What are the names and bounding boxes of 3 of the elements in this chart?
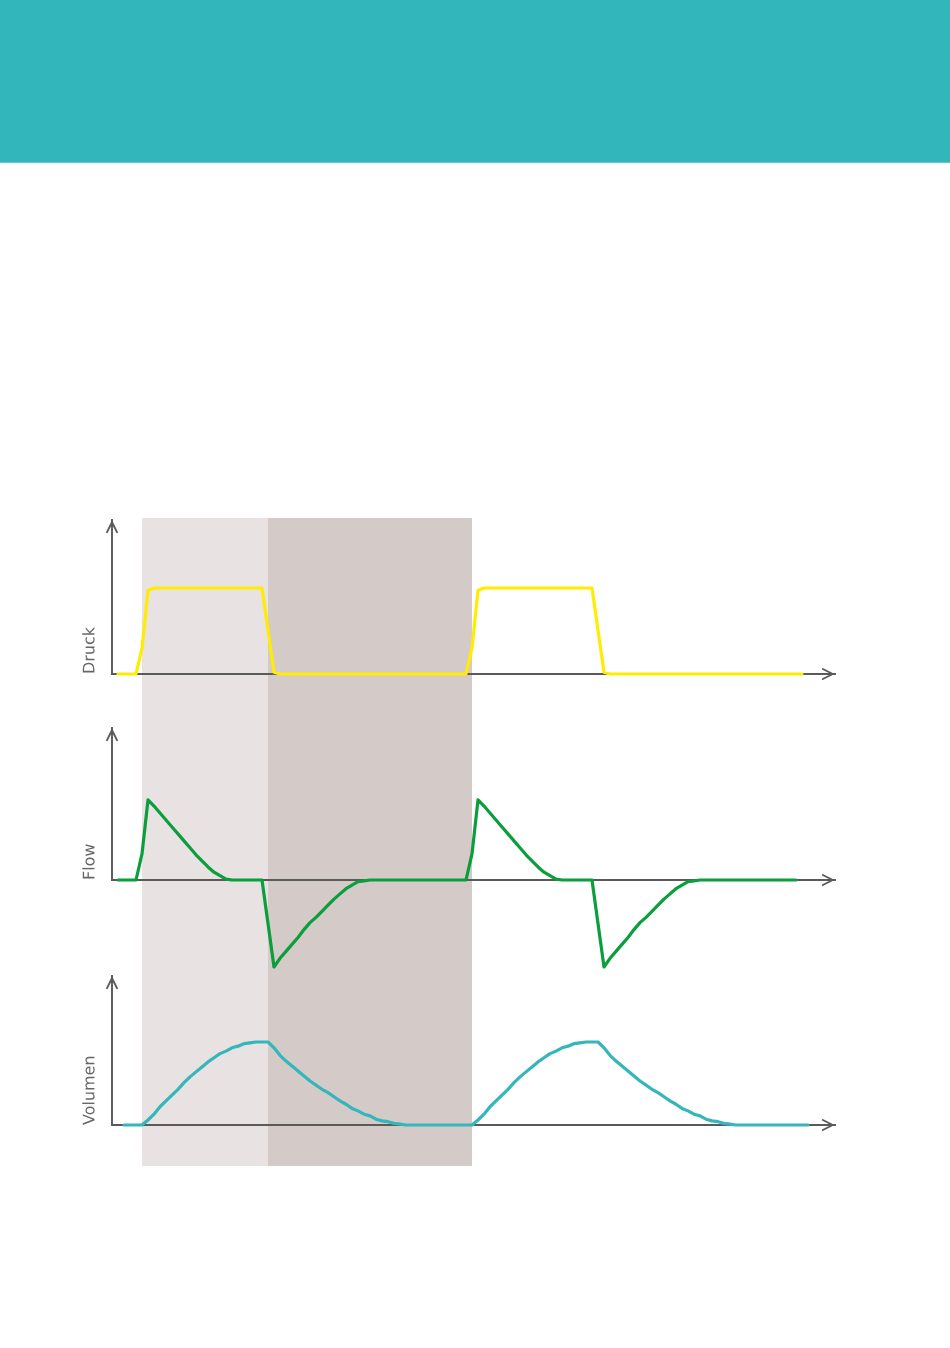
y-axis-title: Druck [82, 627, 95, 673]
y-axis-title: Flow [82, 844, 95, 879]
y-axis-title: Volumen [82, 1056, 95, 1125]
